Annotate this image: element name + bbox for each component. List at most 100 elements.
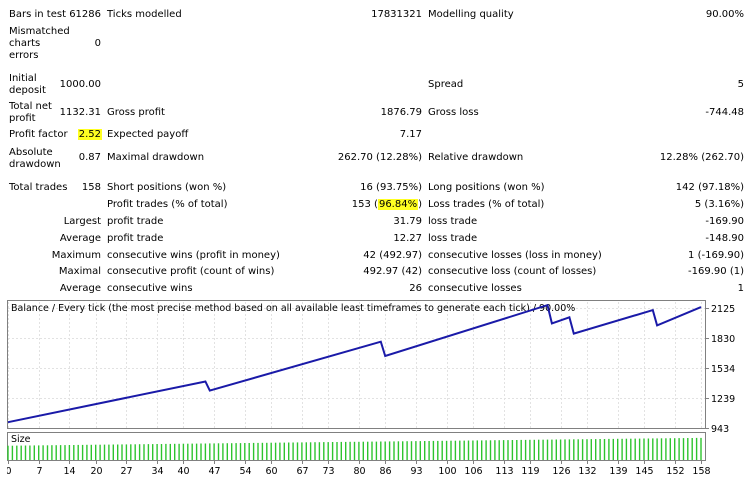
profit-factor-label: Profit factor: [9, 129, 68, 140]
x-tick-label: 93: [410, 466, 422, 477]
x-tick-label: 60: [265, 466, 277, 477]
profit-trades-value: 153 (96.84%): [351, 199, 422, 210]
x-tick-label: 34: [151, 466, 163, 477]
x-tick-label: 54: [239, 466, 251, 477]
maximal-profit-label: consecutive profit (count of wins): [107, 266, 275, 277]
largest-profit-value: 31.79: [393, 216, 422, 227]
profit-trades-pct: 96.84%: [377, 199, 419, 210]
x-tick-label: 119: [521, 466, 539, 477]
x-tick-label: 100: [438, 466, 456, 477]
y-tick-label: 2125: [711, 304, 735, 315]
average-consec-profit-label: consecutive wins: [107, 283, 193, 294]
x-tick-label: 80: [353, 466, 365, 477]
total-net-profit-label-2: profit: [9, 113, 36, 124]
absolute-drawdown-label-2: drawdown: [9, 159, 61, 170]
maximal-loss-value: -169.90 (1): [688, 266, 744, 277]
maximum-label: Maximum: [51, 250, 101, 261]
x-tick-label: 158: [692, 466, 710, 477]
short-positions-label: Short positions (won %): [107, 182, 227, 193]
average-loss-value: -148.90: [705, 233, 744, 244]
x-tick-label: 86: [379, 466, 391, 477]
average-consec-loss-value: 1: [737, 283, 744, 294]
gross-loss-label: Gross loss: [428, 107, 479, 118]
x-tick-label: 7: [36, 466, 42, 477]
mismatched-value: 0: [94, 38, 101, 49]
expected-payoff-label: Expected payoff: [107, 129, 189, 140]
maximal-loss-label: consecutive loss (count of losses): [428, 266, 597, 277]
profit-factor-highlight: 2.52: [77, 129, 102, 140]
size-label: Size: [11, 434, 31, 445]
chart-title: Balance / Every tick (the most precise m…: [11, 303, 575, 314]
size-bars: [7, 437, 702, 460]
x-tick-label: 139: [609, 466, 627, 477]
largest-profit-label: profit trade: [107, 216, 164, 227]
initial-deposit-value: 1000.00: [59, 79, 101, 90]
total-trades-label: Total trades: [9, 182, 68, 193]
average-consec-profit-value: 26: [409, 283, 422, 294]
grid-layer: [8, 302, 705, 428]
size-panel-frame: [7, 432, 706, 461]
x-tick-label: 145: [635, 466, 653, 477]
balance-chart: Balance / Every tick (the most precise m…: [5, 300, 747, 478]
balance-chart-svg: Balance / Every tick (the most precise m…: [5, 300, 735, 477]
gross-loss-value: -744.48: [705, 107, 744, 118]
initial-deposit-label-2: deposit: [9, 85, 46, 96]
total-net-profit-label-1: Total net: [9, 101, 52, 112]
x-tick-label: 73: [322, 466, 334, 477]
y-axis-ticks: 2125 1830 1534 1239 943: [705, 304, 735, 435]
modelling-quality-label: Modelling quality: [428, 9, 514, 20]
spread-label: Spread: [428, 79, 464, 90]
long-positions-value: 142 (97.18%): [675, 182, 744, 193]
mismatched-label-2: charts: [9, 38, 41, 49]
x-tick-label: 20: [90, 466, 102, 477]
total-net-profit-value: 1132.31: [59, 107, 101, 118]
x-tick-label: 27: [120, 466, 132, 477]
loss-trades-value: 5 (3.16%): [694, 199, 744, 210]
initial-deposit-label-1: Initial: [9, 73, 37, 84]
maximum-profit-label: consecutive wins (profit in money): [107, 250, 280, 261]
profit-trades-label: Profit trades (% of total): [107, 199, 228, 210]
x-tick-label: 152: [666, 466, 684, 477]
y-tick-label: 1534: [711, 364, 735, 375]
maximal-drawdown-value: 262.70 (12.28%): [337, 152, 422, 163]
x-tick-label: 132: [578, 466, 596, 477]
gross-profit-label: Gross profit: [107, 107, 165, 118]
x-tick-label: 113: [495, 466, 513, 477]
relative-drawdown-label: Relative drawdown: [428, 152, 524, 163]
y-tick-label: 1239: [711, 394, 735, 405]
average-profit-value: 12.27: [393, 233, 422, 244]
x-tick-label: 67: [296, 466, 308, 477]
average-consec-loss-label: consecutive losses: [428, 283, 522, 294]
y-tick-label: 1830: [711, 334, 735, 345]
spread-value: 5: [737, 79, 744, 90]
largest-label: Largest: [63, 216, 101, 227]
maximum-loss-label: consecutive losses (loss in money): [428, 250, 602, 261]
x-tick-label: 126: [552, 466, 570, 477]
profit-factor-value: 2.52: [77, 129, 102, 141]
modelling-quality-value: 90.00%: [705, 9, 744, 20]
x-tick-label: 47: [208, 466, 220, 477]
plot-frame: [7, 300, 706, 429]
average-label: Average: [59, 233, 101, 244]
x-tick-label: 14: [63, 466, 75, 477]
absolute-drawdown-value: 0.87: [78, 152, 101, 163]
x-tick-label: 0: [7, 466, 12, 477]
expected-payoff-value: 7.17: [399, 129, 422, 140]
maximal-label: Maximal: [58, 266, 101, 277]
maximal-drawdown-label: Maximal drawdown: [107, 152, 205, 163]
loss-trades-label: Loss trades (% of total): [428, 199, 545, 210]
ticks-modelled-value: 17831321: [371, 9, 422, 20]
largest-loss-label: loss trade: [428, 216, 478, 227]
average-profit-label: profit trade: [107, 233, 164, 244]
short-positions-value: 16 (93.75%): [360, 182, 422, 193]
y-tick-label: 943: [711, 424, 729, 435]
profit-trades-count: 153: [351, 199, 371, 210]
long-positions-label: Long positions (won %): [428, 182, 545, 193]
bars-in-test-label: Bars in test: [9, 9, 66, 20]
x-axis-ticks: 0 7 14 20 27 34 40 47 54 60 67 73 80 86 93 100 106 113 119…: [5, 461, 711, 477]
average-loss-label: loss trade: [428, 233, 478, 244]
average-consec-label: Average: [59, 283, 101, 294]
gross-profit-value: 1876.79: [380, 107, 422, 118]
relative-drawdown-value: 12.28% (262.70): [659, 152, 744, 163]
x-tick-label: 40: [177, 466, 189, 477]
